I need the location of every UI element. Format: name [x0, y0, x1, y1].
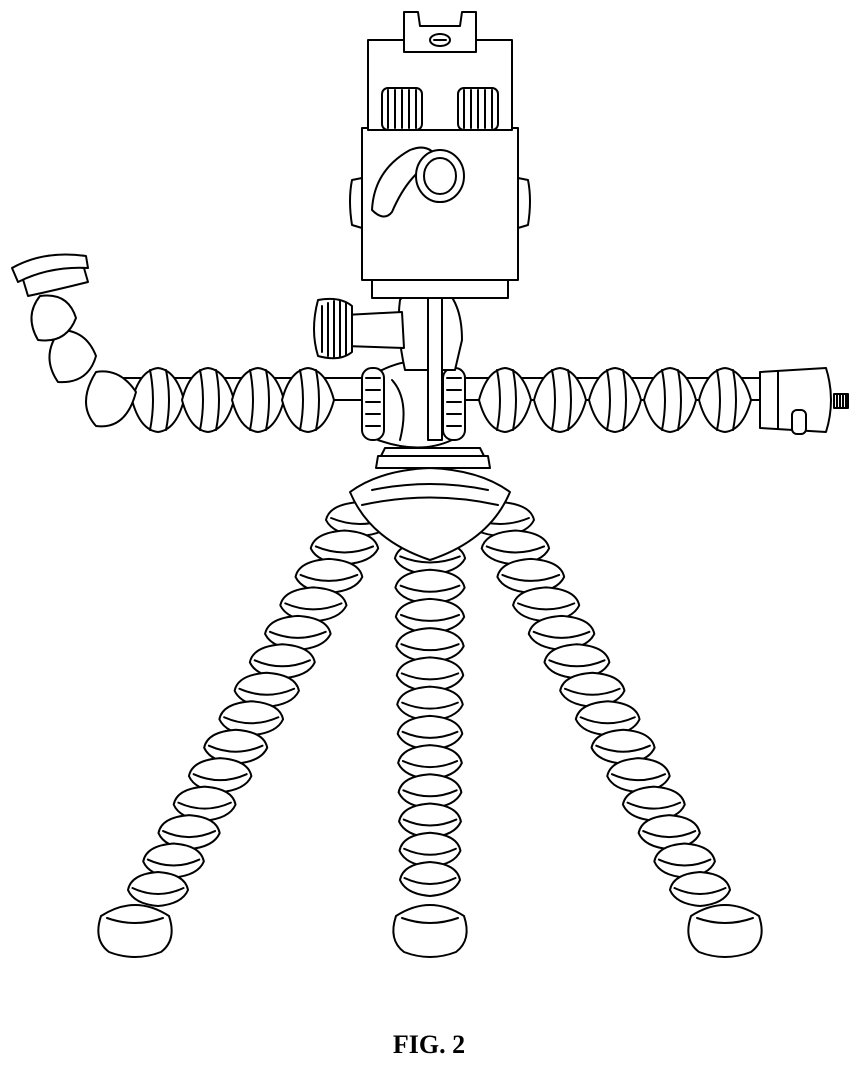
- tripod-foot: [98, 905, 171, 957]
- left-tripod-leg: [128, 502, 394, 906]
- center-leg-segment: [400, 862, 460, 896]
- tripod-foot: [393, 905, 466, 957]
- left-arm-bent-tip: [12, 255, 136, 427]
- figure-label: FIG. 2: [0, 1030, 858, 1060]
- right-leg-segment: [670, 872, 730, 906]
- right-arm-end-fitting: [760, 368, 848, 434]
- phone-clamp: [350, 12, 530, 298]
- left-leg-segment: [128, 872, 188, 906]
- right-flexible-arm: [460, 368, 848, 434]
- right-tripod-leg: [466, 502, 730, 906]
- tripod-foot: [688, 905, 761, 957]
